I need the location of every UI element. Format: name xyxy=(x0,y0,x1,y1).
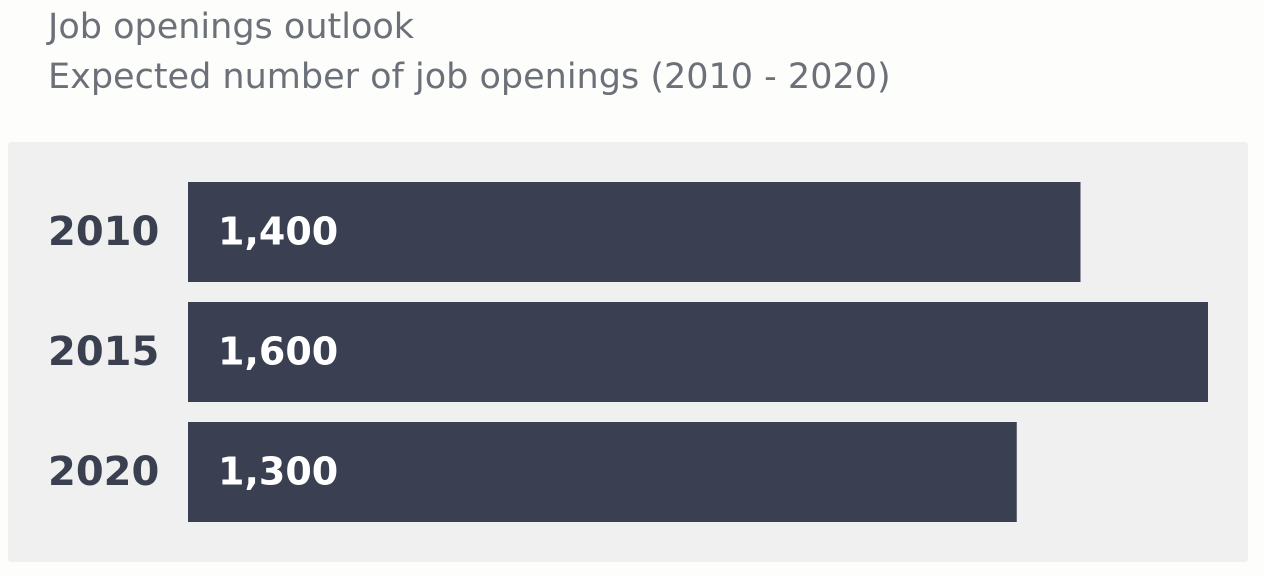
bar xyxy=(188,182,1081,282)
category-label: 2010 xyxy=(48,209,159,255)
bar xyxy=(188,302,1208,402)
chart-subtitle: Expected number of job openings (2010 - … xyxy=(48,57,891,97)
value-label: 1,400 xyxy=(218,210,338,254)
value-label: 1,600 xyxy=(218,330,338,374)
category-label: 2015 xyxy=(48,329,159,375)
chart-title: Job openings outlook xyxy=(46,7,415,47)
category-label: 2020 xyxy=(48,449,159,495)
value-label: 1,300 xyxy=(218,450,338,494)
bar xyxy=(188,422,1017,522)
